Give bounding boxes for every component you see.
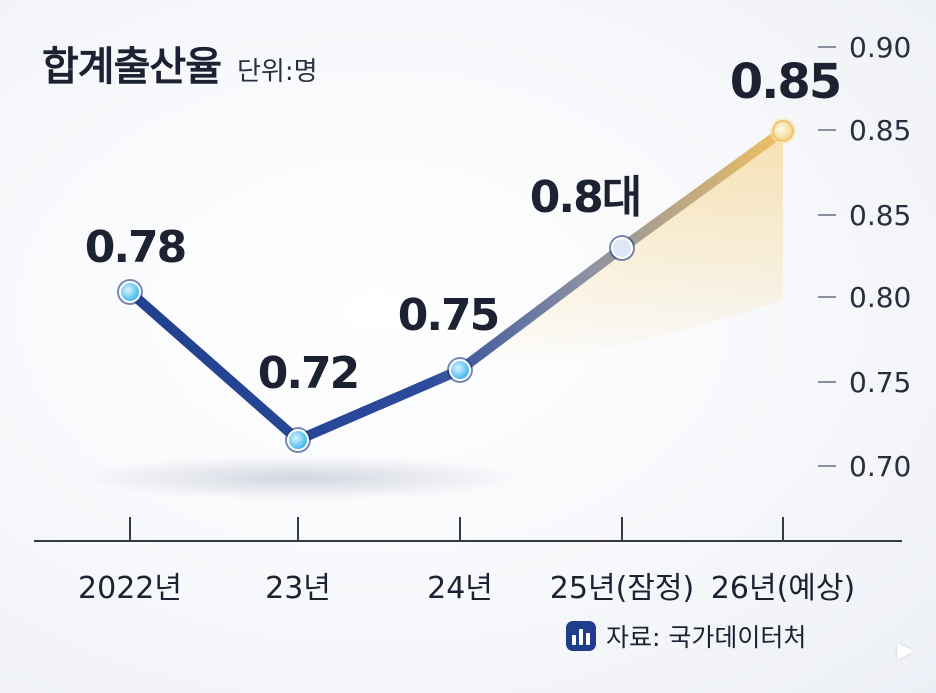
data-point-marker: [772, 120, 794, 142]
line-shadow: [80, 456, 520, 500]
unit-label: 단위:명: [237, 57, 318, 87]
x-tick-label: 23년: [265, 571, 331, 606]
x-tick-label: 2022년: [78, 571, 182, 606]
chart-title: 합계출산율: [42, 44, 222, 90]
data-label: 0.72: [258, 348, 359, 399]
x-tick-label: 25년(잠정): [550, 571, 694, 606]
data-label: 0.8대: [530, 172, 640, 223]
y-tick-label: 0.85: [849, 199, 911, 232]
chart-bars-icon: [566, 621, 596, 651]
data-point-marker: [119, 281, 141, 303]
chart-header: 합계출산율 단위:명: [42, 34, 318, 92]
x-tick-label: 26년(예상): [711, 571, 855, 606]
data-point-marker: [611, 237, 633, 259]
source-credit: 자료: 국가데이터처: [566, 618, 806, 654]
y-tick-label: 0.75: [849, 366, 911, 399]
y-tick-label: 0.70: [849, 450, 911, 483]
data-label: 0.85: [730, 54, 840, 110]
y-tick-label: 0.90: [849, 31, 911, 64]
source-text: 자료: 국가데이터처: [606, 623, 807, 652]
y-tick-label: 0.85: [849, 114, 911, 147]
data-label: 0.78: [85, 222, 186, 273]
x-tick-label: 24년: [427, 571, 493, 606]
data-point-marker: [287, 429, 309, 451]
y-tick-label: 0.80: [849, 281, 911, 314]
data-point-marker: [449, 359, 471, 381]
data-label: 0.75: [398, 290, 499, 341]
play-arrow-icon[interactable]: ▶: [897, 638, 914, 663]
